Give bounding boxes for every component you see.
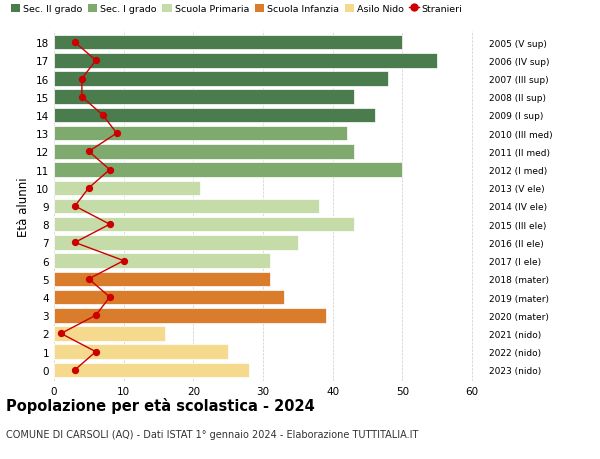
Bar <box>54 218 353 232</box>
Point <box>91 312 101 319</box>
Point <box>98 112 107 119</box>
Bar <box>54 90 353 105</box>
Point <box>91 348 101 356</box>
Legend: Sec. II grado, Sec. I grado, Scuola Primaria, Scuola Infanzia, Asilo Nido, Stran: Sec. II grado, Sec. I grado, Scuola Prim… <box>11 5 463 14</box>
Point <box>56 330 66 337</box>
Point <box>112 130 122 138</box>
Text: Popolazione per età scolastica - 2024: Popolazione per età scolastica - 2024 <box>6 397 315 413</box>
Point <box>70 203 80 210</box>
Point <box>70 239 80 246</box>
Point <box>77 76 86 83</box>
Point <box>119 257 128 265</box>
Point <box>70 39 80 47</box>
Bar <box>54 36 403 50</box>
Bar <box>54 308 326 323</box>
Point <box>77 94 86 101</box>
Point <box>84 185 94 192</box>
Bar <box>54 163 403 178</box>
Bar <box>54 72 388 87</box>
Y-axis label: Età alunni: Età alunni <box>17 177 31 236</box>
Text: COMUNE DI CARSOLI (AQ) - Dati ISTAT 1° gennaio 2024 - Elaborazione TUTTITALIA.IT: COMUNE DI CARSOLI (AQ) - Dati ISTAT 1° g… <box>6 429 418 439</box>
Bar <box>54 272 270 286</box>
Bar <box>54 54 437 68</box>
Bar <box>54 345 228 359</box>
Point <box>70 366 80 374</box>
Point <box>105 294 115 301</box>
Bar <box>54 235 298 250</box>
Point <box>91 57 101 65</box>
Bar <box>54 363 249 377</box>
Point <box>84 275 94 283</box>
Bar <box>54 145 353 159</box>
Bar <box>54 127 347 141</box>
Point <box>84 148 94 156</box>
Bar <box>54 199 319 214</box>
Point <box>105 167 115 174</box>
Bar <box>54 181 200 196</box>
Bar <box>54 326 166 341</box>
Point <box>105 221 115 229</box>
Bar <box>54 254 270 269</box>
Bar <box>54 108 374 123</box>
Bar <box>54 290 284 305</box>
